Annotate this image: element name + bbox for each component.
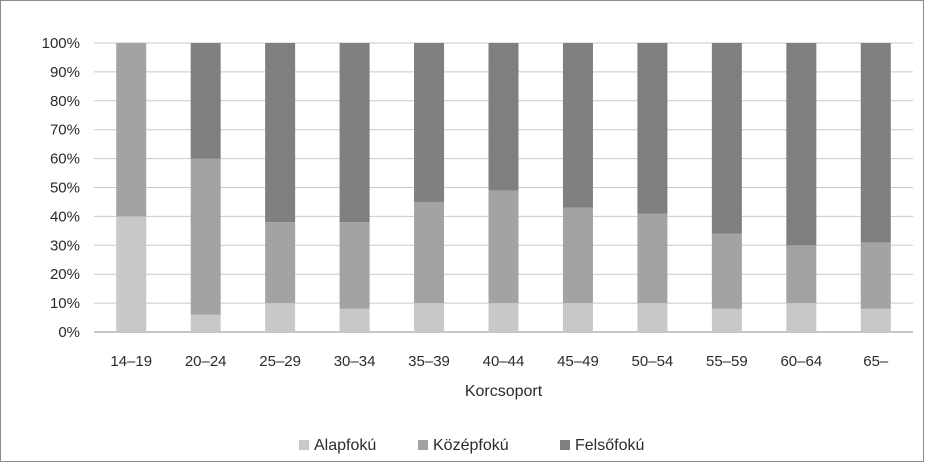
y-tick-label: 70% xyxy=(50,122,80,139)
bar-segment xyxy=(711,43,742,234)
legend-swatch xyxy=(299,440,309,450)
bar-segment xyxy=(488,303,519,332)
x-tick-label: 25–29 xyxy=(259,353,301,370)
y-axis-tick-labels: 0% 10% 20% 30% 40% 50% 60% 70% 80% 90% 100% xyxy=(42,35,80,341)
bar-segment xyxy=(562,303,593,332)
bar-segment xyxy=(860,242,891,309)
bar-segment xyxy=(786,245,817,304)
x-tick-label: 45–49 xyxy=(557,353,599,370)
legend-label: Alapfokú xyxy=(314,437,376,454)
bars xyxy=(116,43,891,332)
y-tick-label: 100% xyxy=(42,35,80,52)
bar-segment xyxy=(414,201,445,304)
bar-segment xyxy=(190,158,221,315)
bar-segment xyxy=(637,303,668,332)
legend-label: Középfokú xyxy=(433,437,509,454)
y-tick-label: 20% xyxy=(50,266,80,283)
bar-segment xyxy=(488,190,519,304)
x-tick-label: 14–19 xyxy=(110,353,152,370)
y-tick-label: 30% xyxy=(50,237,80,254)
bar-segment xyxy=(339,43,370,223)
y-tick-label: 50% xyxy=(50,180,80,197)
x-tick-label: 30–34 xyxy=(334,353,376,370)
y-tick-label: 40% xyxy=(50,208,80,225)
y-tick-label: 90% xyxy=(50,64,80,81)
bar-segment xyxy=(860,43,891,243)
x-tick-label: 60–64 xyxy=(780,353,822,370)
bar-segment xyxy=(860,308,891,332)
legend-swatch xyxy=(418,440,428,450)
bar-segment xyxy=(637,43,668,214)
legend-swatch xyxy=(560,440,570,450)
x-tick-label: 20–24 xyxy=(185,353,227,370)
bar-segment xyxy=(637,213,668,304)
x-tick-label: 50–54 xyxy=(632,353,674,370)
bar-segment xyxy=(786,43,817,246)
x-tick-label: 65– xyxy=(863,353,889,370)
bar-segment xyxy=(414,303,445,332)
y-tick-label: 0% xyxy=(58,324,80,341)
bar-segment xyxy=(414,43,445,202)
bar-segment xyxy=(339,222,370,309)
bar-segment xyxy=(339,308,370,332)
bar-segment xyxy=(265,222,296,304)
x-tick-label: 55–59 xyxy=(706,353,748,370)
bar-segment xyxy=(190,314,221,332)
y-tick-label: 10% xyxy=(50,295,80,312)
y-tick-label: 60% xyxy=(50,151,80,168)
legend-label: Felsőfokú xyxy=(575,437,644,454)
x-tick-label: 40–44 xyxy=(483,353,525,370)
bar-segment xyxy=(265,303,296,332)
bar-segment xyxy=(116,216,147,332)
bar-segment xyxy=(116,43,147,217)
x-tick-label: 35–39 xyxy=(408,353,450,370)
y-tick-label: 80% xyxy=(50,93,80,110)
bar-segment xyxy=(265,43,296,223)
bar-segment xyxy=(711,308,742,332)
bar-segment xyxy=(786,303,817,332)
x-axis-tick-labels: 14–19 20–24 25–29 30–34 35–39 40–44 45–49 50–54… xyxy=(110,353,889,370)
bar-segment xyxy=(190,43,221,159)
x-axis-title: Korcsoport xyxy=(465,383,543,400)
bar-segment xyxy=(562,43,593,208)
bar-segment xyxy=(488,43,519,191)
bar-segment xyxy=(562,207,593,304)
legend: Alapfokú Középfokú Felsőfokú xyxy=(299,437,644,454)
bar-segment xyxy=(711,233,742,309)
